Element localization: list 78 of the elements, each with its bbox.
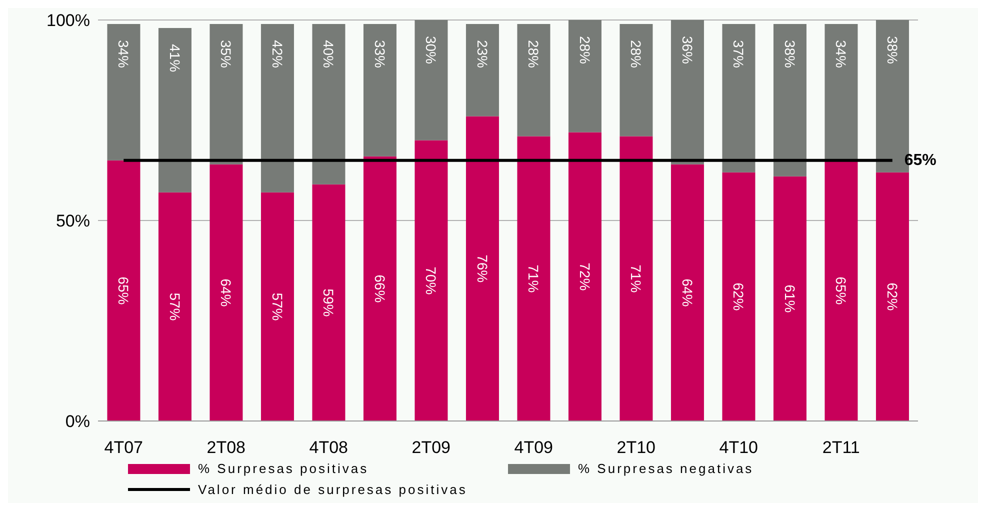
bar — [568, 132, 602, 421]
bar — [312, 24, 346, 184]
y-tick-label: 100% — [46, 11, 90, 30]
data-label: 37% — [730, 40, 747, 68]
x-tick-label: 4T08 — [309, 438, 348, 458]
bar — [722, 172, 756, 421]
data-label: 40% — [320, 40, 337, 68]
data-label: 64% — [679, 278, 696, 307]
data-label: 33% — [372, 40, 388, 68]
data-label: 34% — [116, 40, 132, 68]
data-label: 66% — [372, 274, 388, 303]
bar — [210, 24, 243, 164]
x-tick-label: 2T11 — [822, 438, 860, 458]
data-label: 65% — [904, 152, 936, 169]
legend-label: Valor médio de surpresas positivas — [198, 482, 468, 497]
data-label: 34% — [833, 40, 850, 68]
bar — [824, 24, 858, 160]
data-label: 65% — [833, 276, 850, 305]
data-label: 41% — [166, 44, 183, 72]
bar — [773, 176, 806, 421]
data-label: 57% — [269, 292, 286, 321]
bar — [876, 172, 909, 421]
legend-label: % Surpresas negativas — [578, 461, 754, 476]
data-label: 72% — [576, 262, 593, 291]
data-label: 64% — [218, 278, 234, 307]
bar — [107, 160, 140, 421]
bar — [670, 164, 704, 421]
x-tick-label: 4T10 — [719, 438, 758, 458]
data-label: 42% — [269, 40, 286, 68]
bar — [158, 28, 192, 192]
bar — [158, 192, 192, 421]
data-label: 70% — [423, 266, 440, 295]
bar — [312, 184, 346, 421]
data-label: 62% — [730, 282, 747, 311]
legend-label: % Surpresas positivas — [198, 461, 369, 476]
data-label: 28% — [628, 40, 644, 68]
bar — [210, 164, 243, 421]
data-label: 36% — [679, 36, 696, 64]
y-tick-label: 50% — [56, 212, 90, 231]
x-tick-label: 2T08 — [206, 438, 246, 458]
bar — [414, 140, 448, 421]
data-label: 59% — [320, 288, 337, 317]
bar — [620, 136, 653, 421]
data-label: 76% — [474, 254, 490, 283]
bar — [773, 24, 806, 176]
data-label: 57% — [166, 292, 183, 321]
bar — [670, 20, 704, 164]
data-label: 62% — [884, 282, 900, 311]
bar — [260, 192, 294, 421]
data-label: 65% — [116, 276, 132, 305]
bar — [517, 136, 550, 421]
bar — [568, 20, 602, 132]
x-tick-label: 4T09 — [514, 438, 553, 458]
bar — [260, 24, 294, 192]
bar — [620, 24, 653, 136]
bar — [414, 20, 448, 140]
x-tick-label: 2T09 — [412, 438, 450, 458]
data-label: 71% — [628, 264, 644, 293]
bar — [517, 24, 550, 136]
bar — [466, 24, 499, 116]
data-label: 38% — [884, 36, 900, 64]
data-label: 23% — [474, 40, 490, 68]
bar — [824, 160, 858, 421]
x-tick-label: 2T10 — [616, 438, 656, 458]
bar — [722, 24, 756, 172]
data-label: 28% — [526, 40, 542, 68]
data-label: 35% — [218, 40, 234, 68]
data-label: 28% — [576, 36, 593, 64]
bar — [107, 24, 140, 160]
data-label: 71% — [526, 264, 542, 293]
bar — [466, 116, 499, 421]
y-tick-label: 0% — [65, 412, 90, 432]
bar — [363, 156, 396, 421]
bar — [363, 24, 396, 156]
x-tick-label: 4T07 — [104, 438, 143, 458]
data-label: 61% — [782, 284, 798, 313]
data-label: 30% — [423, 36, 440, 64]
data-label: 38% — [782, 40, 798, 68]
